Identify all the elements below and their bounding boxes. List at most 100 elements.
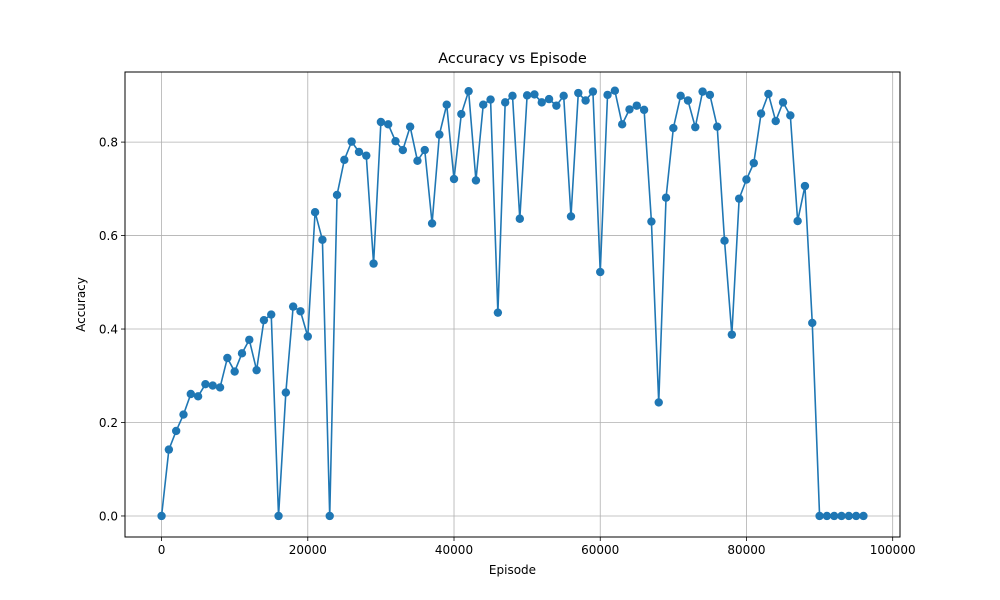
data-point (786, 111, 795, 120)
data-point (332, 190, 342, 200)
y-tick-label: 0.2 (99, 416, 118, 430)
data-point (705, 90, 715, 100)
chart-title: Accuracy vs Episode (438, 51, 587, 67)
x-tick-label: 100000 (870, 543, 916, 557)
data-point (215, 383, 225, 392)
data-point (713, 122, 722, 131)
data-point (793, 216, 802, 226)
data-point (384, 120, 393, 129)
data-point (318, 235, 327, 244)
data-point (223, 353, 232, 363)
data-point (398, 145, 408, 155)
data-point (654, 398, 663, 407)
data-point (493, 308, 503, 317)
data-point (727, 330, 737, 339)
x-tick-label: 40000 (435, 543, 473, 557)
data-point (588, 87, 598, 96)
data-point (435, 130, 444, 139)
data-point (208, 381, 217, 390)
data-point (179, 410, 188, 419)
data-point (632, 101, 641, 110)
data-point (303, 332, 312, 341)
y-axis-title: Accuracy (74, 277, 88, 332)
data-point (508, 91, 517, 101)
data-point (457, 109, 466, 119)
data-point (522, 91, 532, 100)
data-point (442, 100, 451, 109)
data-point (391, 136, 400, 146)
data-point (844, 511, 854, 521)
data-point (698, 87, 707, 96)
data-point (325, 511, 334, 521)
data-point (552, 101, 561, 110)
data-point (808, 318, 817, 328)
data-point (259, 315, 269, 325)
data-point (617, 120, 627, 129)
data-point (405, 122, 415, 131)
data-point (625, 105, 634, 114)
x-axis-title: Episode (489, 563, 536, 577)
data-point (464, 86, 473, 96)
plot-area-frame (124, 71, 901, 538)
accuracy-series (157, 86, 868, 521)
data-point (830, 511, 839, 521)
data-point (193, 392, 203, 401)
axis-ticks: 0 20000 40000 60000 80000 100000 0.0 0.2 0.4 0.6 0… (99, 136, 916, 557)
data-point (822, 511, 832, 521)
data-point (362, 151, 371, 160)
data-point (720, 236, 729, 245)
data-point (559, 91, 568, 101)
data-point (347, 137, 356, 146)
data-point (354, 147, 364, 157)
data-point (186, 389, 195, 399)
data-point (764, 89, 773, 99)
data-point (252, 365, 261, 375)
y-tick-label: 0.0 (99, 509, 118, 523)
data-point (661, 193, 671, 202)
data-point (340, 155, 349, 165)
data-point (837, 511, 846, 521)
data-point (267, 310, 276, 319)
data-point (479, 100, 488, 109)
data-point (486, 95, 495, 104)
data-point (647, 217, 656, 226)
data-point (274, 511, 283, 521)
data-point (669, 123, 678, 133)
data-point (515, 214, 525, 223)
data-point (581, 96, 590, 105)
data-point (851, 511, 861, 521)
data-point (420, 145, 429, 155)
x-tick-label: 80000 (727, 543, 765, 557)
data-point (230, 367, 239, 376)
data-point (639, 105, 649, 115)
y-tick-label: 0.4 (99, 323, 118, 337)
grid (125, 72, 900, 537)
data-point (742, 175, 751, 184)
data-point (281, 388, 291, 397)
data-point (859, 511, 868, 521)
data-point (500, 98, 510, 107)
data-point (376, 117, 386, 127)
data-point (800, 181, 810, 191)
data-point (449, 174, 459, 184)
data-point (691, 122, 700, 132)
data-point (530, 90, 539, 99)
data-point (596, 267, 605, 277)
x-tick-label: 0 (158, 543, 166, 557)
data-point (676, 91, 685, 101)
data-point (544, 94, 554, 104)
data-point (734, 194, 744, 203)
data-point (427, 219, 437, 228)
data-point (566, 212, 576, 221)
data-point (756, 109, 766, 118)
data-point (237, 349, 247, 358)
data-point (164, 445, 174, 454)
x-tick-label: 20000 (289, 543, 327, 557)
data-point (310, 208, 320, 217)
data-point (683, 96, 693, 105)
data-point (610, 86, 620, 95)
data-point (471, 176, 481, 185)
y-tick-label: 0.8 (99, 136, 118, 150)
